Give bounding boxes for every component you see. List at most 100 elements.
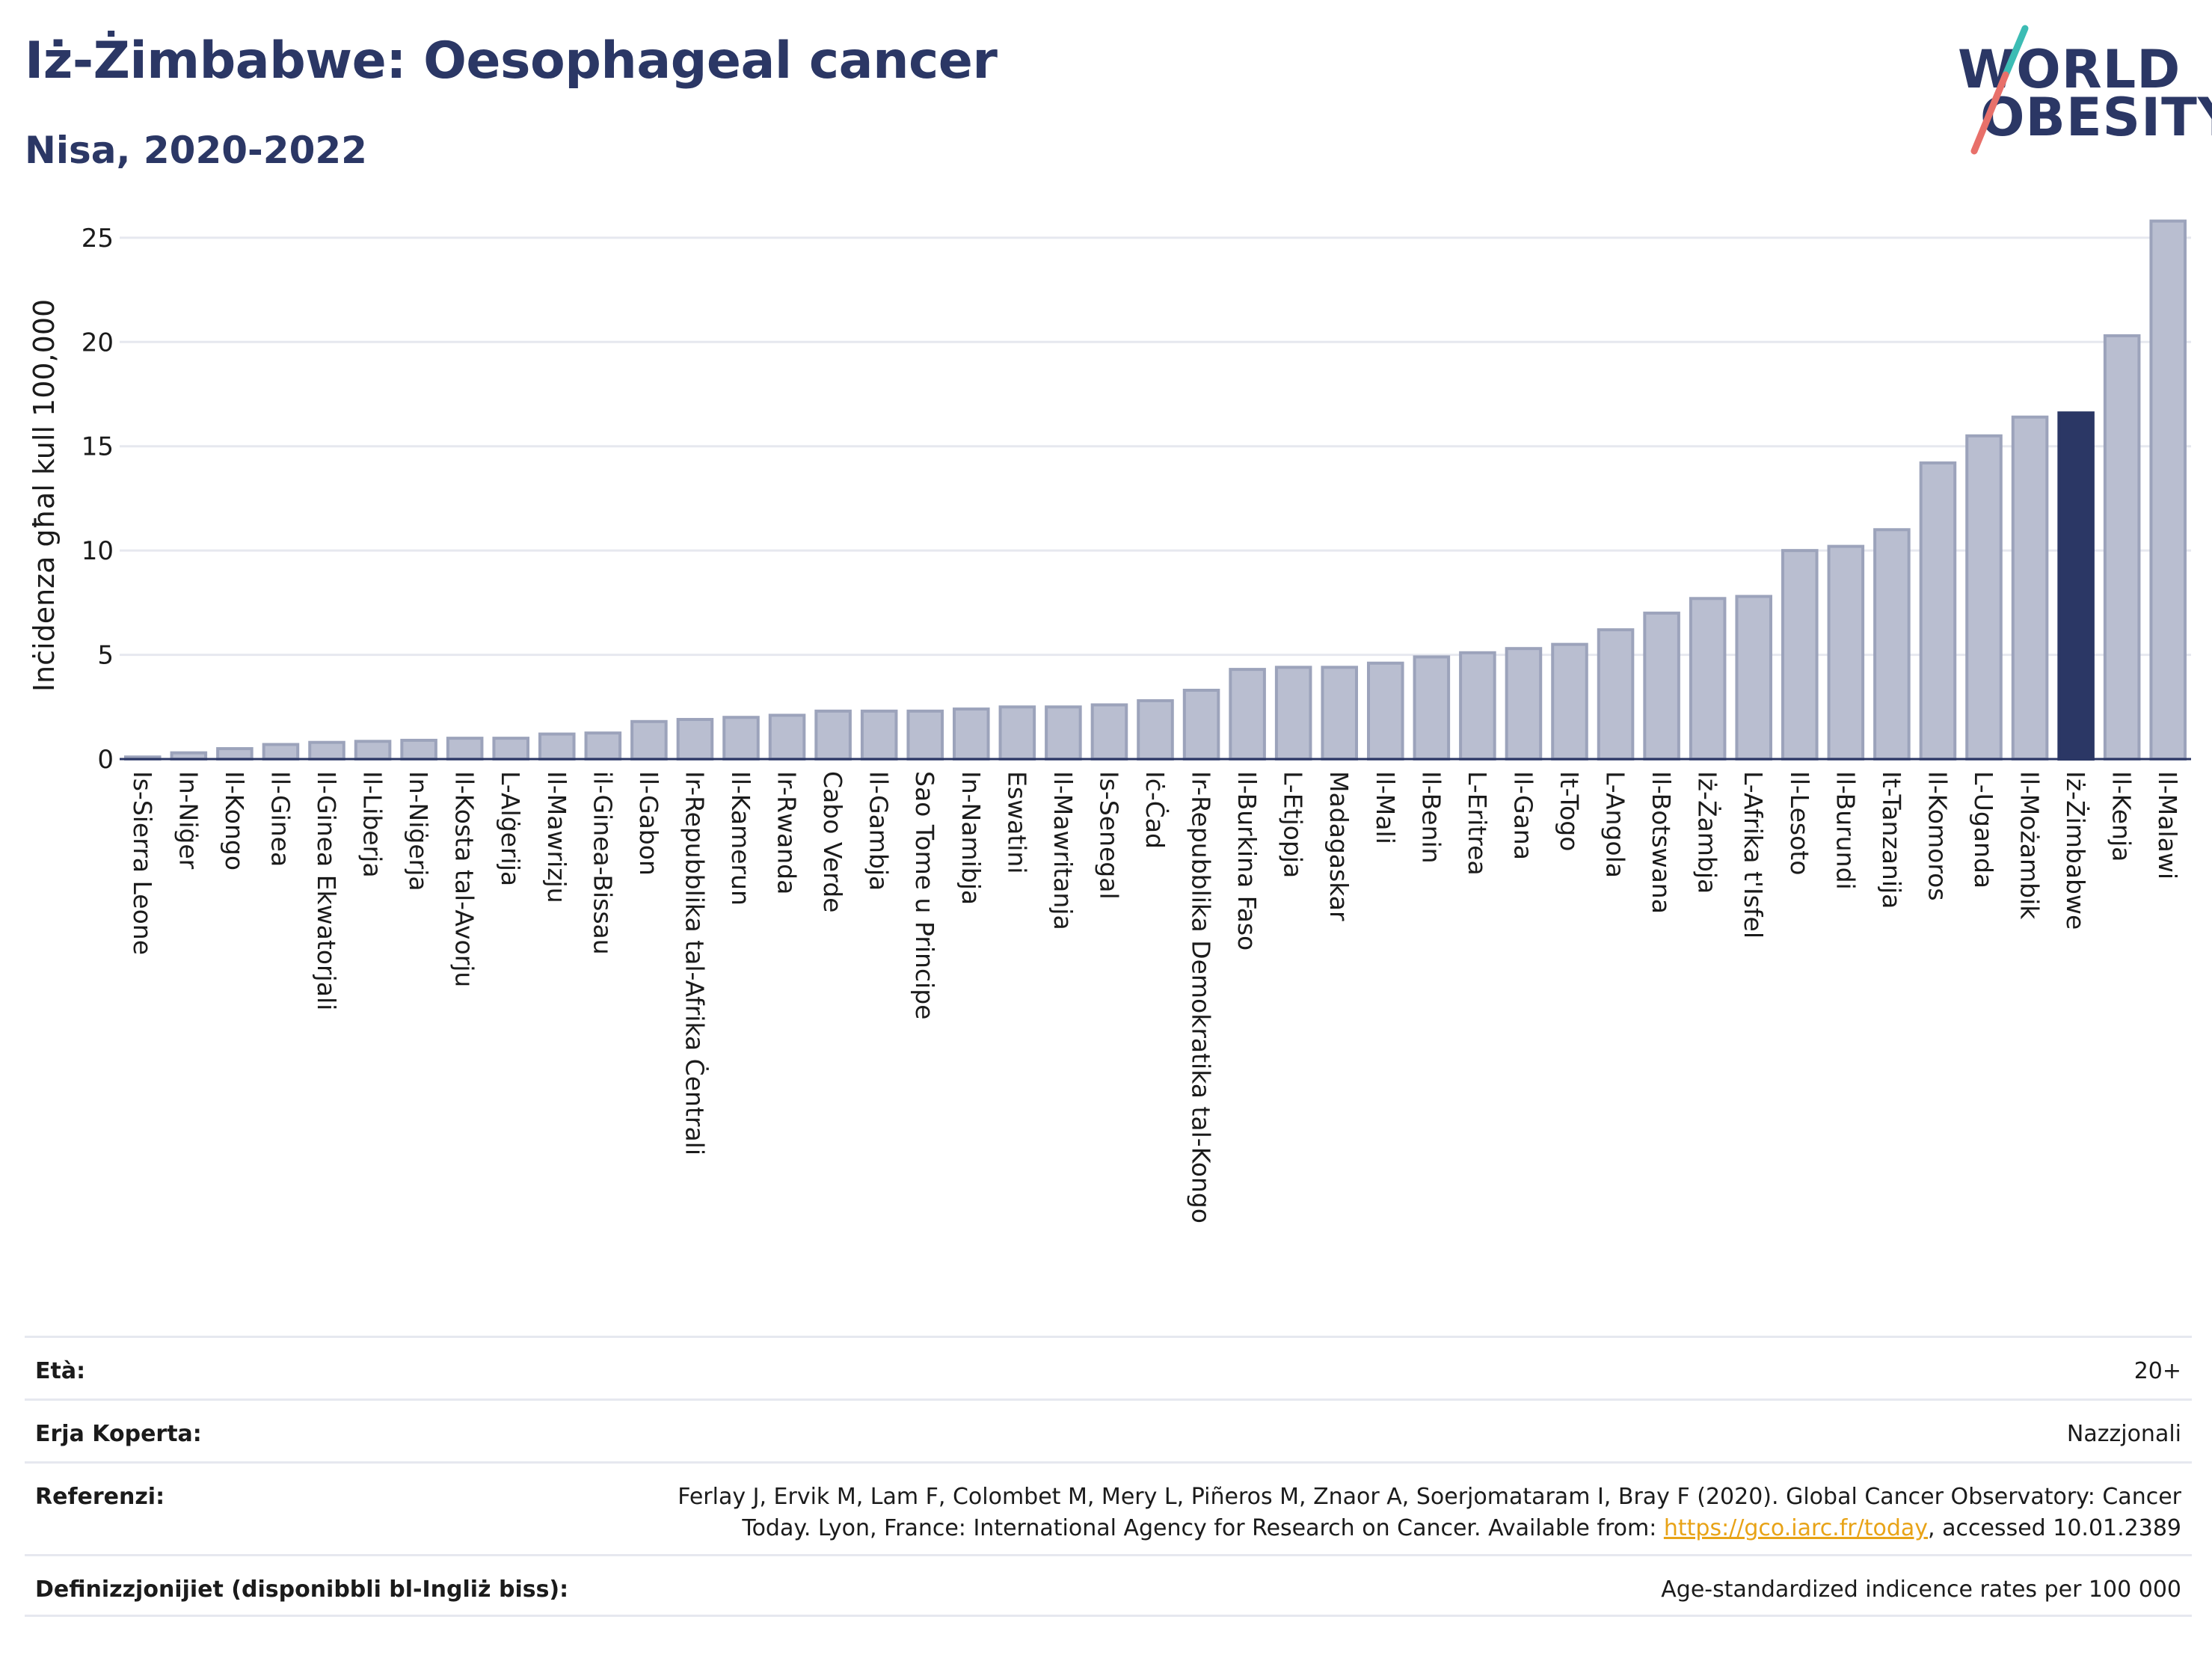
x-tick-label: Ir-Repubblika Demokratika tal-Kongo	[1187, 771, 1216, 1223]
x-tick-label: Madagaskar	[1324, 771, 1354, 921]
x-tick-label: Eswatini	[1002, 771, 1031, 873]
bar	[262, 743, 300, 761]
bar	[354, 740, 392, 761]
footer-row-references: Referenzi: Ferlay J, Ervik M, Lam F, Col…	[25, 1461, 2192, 1554]
gco-link[interactable]: https://gco.iarc.fr/today	[1663, 1515, 1929, 1541]
x-tick-label: It-Tanzanija	[1877, 771, 1906, 909]
x-tick-label: Cabo Verde	[818, 771, 847, 912]
y-tick-label: 25	[82, 224, 114, 254]
bar	[1505, 647, 1543, 761]
x-tick-label: Il-Kamerun	[726, 771, 755, 906]
x-tick-label: Il-Burundi	[1831, 771, 1860, 890]
x-tick-label: Ir-Rwanda	[772, 771, 802, 894]
logo-text-obesity: OBESITY	[1980, 87, 2212, 148]
bar	[1965, 434, 2003, 761]
bar	[953, 707, 990, 761]
x-tick-label: L-Afrika t'Isfel	[1739, 771, 1768, 939]
world-obesity-logo: WORLD OBESITY	[1944, 22, 2212, 165]
y-axis-label: Inċidenza għal kull 100,000	[28, 299, 61, 692]
x-tick-label: Il-Gana	[1508, 771, 1537, 860]
x-tick-label: Il-Możambik	[2015, 771, 2044, 920]
bar	[216, 747, 254, 761]
x-tick-label: Il-Burkina Faso	[1232, 771, 1262, 951]
bar	[492, 737, 529, 761]
definitions-label: Definizzjonijiet (disponibbli bl-Ingliż …	[35, 1576, 569, 1603]
bar	[308, 740, 345, 761]
x-tick-label: L-Alġerija	[496, 771, 525, 886]
bar	[1827, 544, 1865, 761]
bar	[1873, 528, 1911, 761]
bar	[814, 709, 852, 761]
y-tick-label: 0	[97, 745, 114, 775]
chart-subtitle: Nisa, 2020-2022	[25, 129, 367, 172]
bar	[1919, 461, 1957, 761]
x-tick-label: Il-Mawrizju	[542, 771, 571, 903]
x-axis-labels: Is-Sierra Leone In-Niġer Il-Kongo Il-Ginea I…	[128, 771, 2182, 1223]
bar	[1413, 655, 1451, 761]
x-tick-label: Iż-Żambja	[1693, 771, 1722, 894]
y-tick-label: 10	[82, 536, 114, 566]
x-tick-label: Il-Gabon	[634, 771, 663, 876]
chart-footer: Età: 20+ Erja Koperta: Nazzjonali Refere…	[25, 1336, 2192, 1617]
x-tick-label: Sao Tome u Principe	[910, 771, 939, 1019]
bar	[722, 716, 760, 761]
x-tick-label: L-Eritrea	[1463, 771, 1492, 876]
x-tick-label: Il-Mali	[1371, 771, 1400, 844]
references-value: Ferlay J, Ervik M, Lam F, Colombet M, Me…	[678, 1481, 2181, 1544]
bar	[1643, 611, 1680, 761]
bar	[998, 705, 1036, 761]
bar	[2011, 415, 2049, 761]
x-tick-label: Is-Senegal	[1094, 771, 1123, 900]
x-tick-label: Il-Benin	[1416, 771, 1446, 864]
logo-slash-icon	[1970, 25, 2029, 155]
x-tick-label: Il-Kenja	[2107, 771, 2136, 862]
bar	[1045, 705, 1082, 761]
bar	[1229, 668, 1266, 761]
x-tick-label: L-Angola	[1601, 771, 1630, 878]
bar	[1321, 666, 1358, 761]
footer-row-definitions: Definizzjonijiet (disponibbli bl-Ingliż …	[25, 1554, 2192, 1617]
bar	[1182, 688, 1220, 761]
references-line1: Ferlay J, Ervik M, Lam F, Colombet M, Me…	[678, 1484, 2181, 1510]
y-tick-label: 15	[82, 432, 114, 462]
bar	[768, 713, 806, 761]
bar	[630, 719, 668, 761]
x-tick-label: Il-Ginea Ekwatorjali	[312, 771, 341, 1010]
x-tick-label: Iċ-Ċad	[1140, 771, 1170, 849]
area-label: Erja Koperta:	[35, 1421, 202, 1447]
x-tick-label: L-Etjopja	[1279, 771, 1308, 878]
x-tick-label: Il-Gambja	[864, 771, 894, 891]
bar	[1689, 597, 1727, 761]
y-axis-ticks: 0 5 10 15 20 25	[82, 224, 114, 775]
x-tick-label: Il-Ginea	[265, 771, 295, 867]
x-tick-label: Ir-Repubblika tal-Afrika Ċentrali	[680, 771, 710, 1155]
x-tick-label: Il-Komoros	[1923, 771, 1952, 901]
bar	[906, 709, 944, 761]
bar	[1367, 661, 1404, 761]
bar	[1137, 698, 1174, 761]
x-tick-label: In-Niġer	[173, 771, 203, 870]
chart-title: Iż-Żimbabwe: Oesophageal cancer	[25, 31, 998, 90]
x-tick-label: Il-Kosta tal-Avorju	[450, 771, 479, 987]
x-tick-label: In-Niġerja	[404, 771, 433, 891]
bar	[1551, 642, 1588, 761]
references-label: Referenzi:	[35, 1484, 165, 1510]
bar	[1781, 549, 1819, 761]
x-tick-label: il-Ginea-Bissau	[588, 771, 617, 955]
bar	[538, 732, 576, 761]
references-line2-pre: Today. Lyon, France: International Agenc…	[742, 1515, 1664, 1541]
bar	[446, 737, 484, 761]
y-tick-label: 5	[97, 641, 114, 671]
x-tick-label: Il-Malawi	[2153, 771, 2182, 879]
x-tick-label: Il-Mawritanja	[1048, 771, 1078, 930]
x-tick-label: L-Uganda	[1969, 771, 1998, 888]
definitions-value: Age-standardized indicence rates per 100…	[1661, 1576, 2181, 1603]
footer-row-age: Età: 20+	[25, 1336, 2192, 1398]
x-tick-label: Il-Liberja	[358, 771, 387, 878]
bar-chart: 0 5 10 15 20 25 Is-Sierra Leone In-Niġer Il-Kon…	[28, 219, 2191, 1223]
x-tick-label: In-Namibja	[956, 771, 986, 905]
x-tick-label: Is-Sierra Leone	[128, 771, 157, 955]
references-line2-post: , accessed 10.01.2389	[1928, 1515, 2181, 1541]
y-tick-label: 20	[82, 328, 114, 357]
bar	[2103, 334, 2141, 761]
